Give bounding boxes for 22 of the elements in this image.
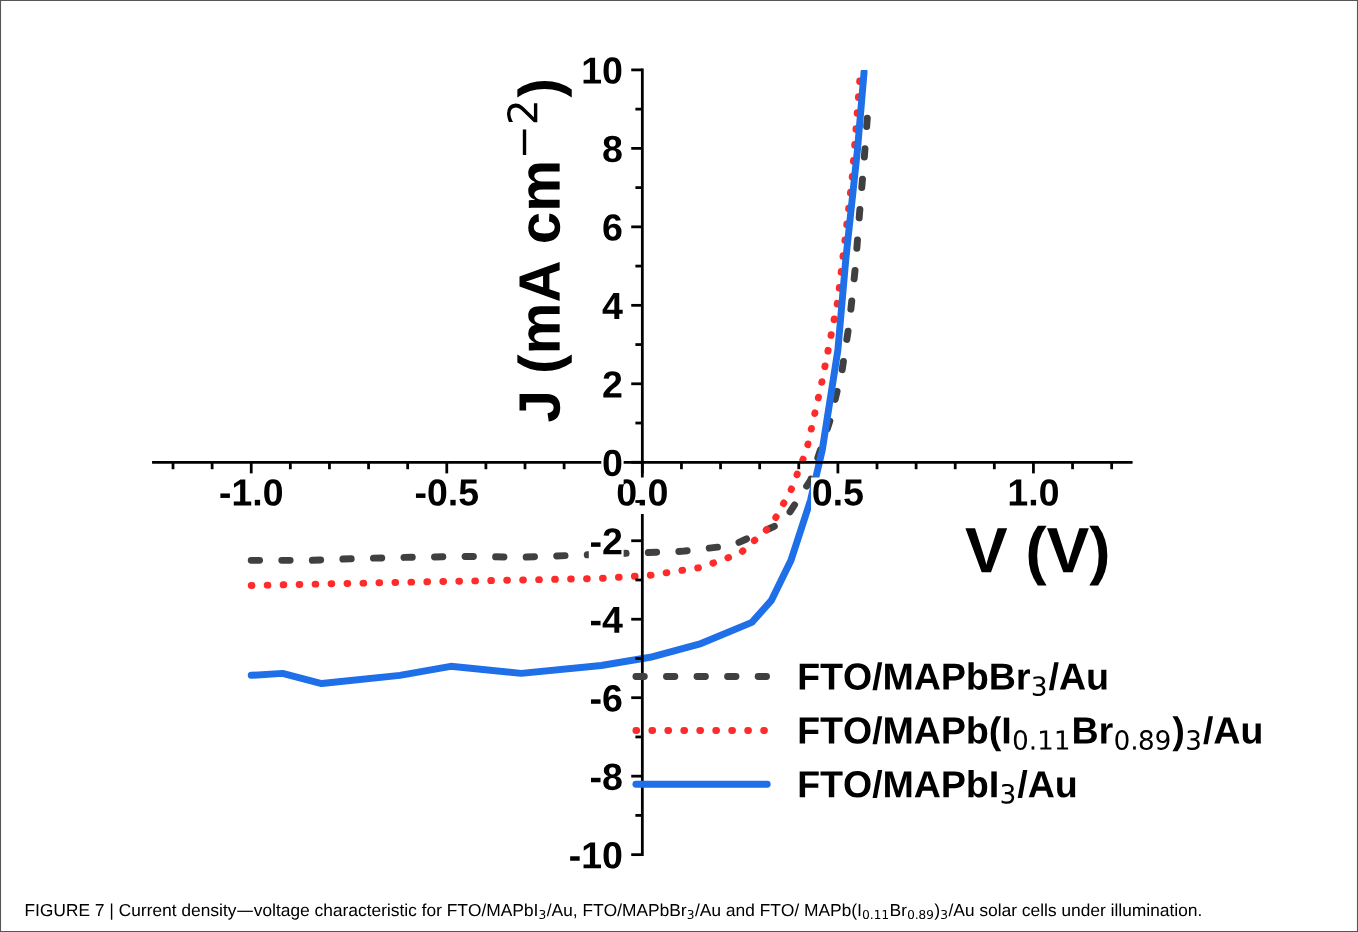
x-tick-label: -0.5	[415, 479, 479, 506]
y-axis-title: J (mA cm$^{−2}$)	[507, 81, 572, 422]
y-tick-label: 4	[602, 293, 623, 319]
x-tick-label: 0.0	[617, 479, 667, 506]
legend-label: FTO/MAPbBr$_{3}$/Au	[799, 662, 1107, 697]
y-tick-label: 8	[603, 135, 622, 163]
y-tick-label: 10	[583, 57, 622, 84]
x-tick-label: 1.0	[1009, 479, 1058, 506]
text: FIGURE 7 | Current density—voltage characteristic for FTO/MAPbI$_{3}$/Au, FTO/MAPbBr$_{3}$/Au and FTO/ MAPb(I$_{0.11}$Br$_{0.89}$)$_{3}$/Au solar cells under illumination.	[25, 903, 1201, 920]
y-tick-label: 6	[603, 214, 622, 241]
y-tick-label: -4	[591, 607, 623, 633]
x-axis-title: V (V)	[965, 525, 1108, 586]
y-tick-label: 0	[603, 449, 622, 477]
x-tick-label: -1.0	[220, 479, 282, 506]
y-tick-label: -8	[591, 763, 622, 791]
y-tick-label: -10	[570, 842, 622, 869]
y-tick-label: -6	[591, 685, 622, 712]
x-tick-label: 0.5	[813, 479, 863, 506]
legend-label: FTO/MAPbI$_{3}$/Au	[799, 770, 1076, 804]
legend-label: FTO/MAPb(I$_{0.11}$Br$_{0.89}$)$_{3}$/Au	[799, 716, 1261, 752]
y-tick-label: -2	[591, 528, 622, 555]
y-tick-label: 2	[603, 371, 622, 398]
